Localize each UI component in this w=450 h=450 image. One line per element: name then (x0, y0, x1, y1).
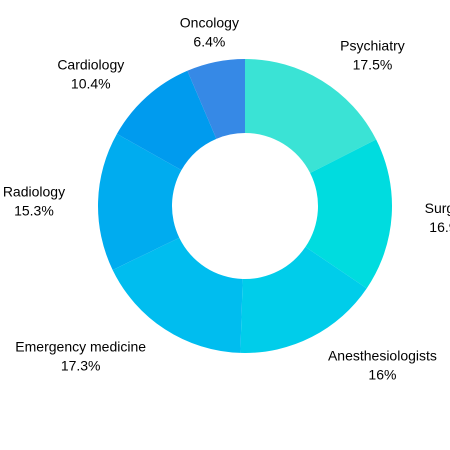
slice-surgery[interactable] (305, 139, 393, 289)
labels-layer: Psychiatry 17.5% Surgery 16.9% Anesthesiolog… (3, 15, 450, 383)
slice-label-anesthesiologists: Anesthesiologists 16% (328, 348, 437, 383)
slice-label-percent: 17.3% (61, 357, 101, 373)
slice-label-oncology: Oncology 6.4% (180, 15, 239, 50)
slice-label-percent: 16% (368, 367, 396, 383)
slice-label-name: Surgery (425, 200, 450, 216)
slice-label-psychiatry: Psychiatry 17.5% (340, 37, 405, 72)
slice-label-emergency-medicine: Emergency medicine 17.3% (15, 338, 146, 373)
slice-label-name: Anesthesiologists (328, 348, 437, 364)
slice-label-radiology: Radiology 15.3% (3, 183, 65, 218)
slice-label-surgery: Surgery 16.9% (425, 200, 450, 235)
slice-label-cardiology: Cardiology 10.4% (57, 56, 124, 91)
slice-label-percent: 6.4% (193, 34, 225, 50)
slice-label-name: Oncology (180, 15, 239, 31)
slice-psychiatry[interactable] (245, 59, 377, 174)
slice-anesthesiologists[interactable] (240, 246, 367, 354)
slice-label-percent: 10.4% (71, 75, 111, 91)
slice-cardiology[interactable] (116, 70, 217, 171)
slice-label-name: Emergency medicine (15, 338, 146, 354)
slice-radiology[interactable] (98, 133, 182, 270)
slice-oncology[interactable] (187, 59, 245, 139)
slice-label-name: Cardiology (57, 56, 124, 72)
slice-label-name: Psychiatry (340, 37, 405, 53)
slice-label-percent: 15.3% (14, 202, 54, 218)
slice-label-name: Radiology (3, 183, 65, 199)
slice-label-percent: 16.9% (429, 219, 450, 235)
slice-emergency-medicine[interactable] (112, 237, 243, 353)
slice-label-percent: 17.5% (353, 56, 393, 72)
slices-layer (98, 59, 393, 354)
